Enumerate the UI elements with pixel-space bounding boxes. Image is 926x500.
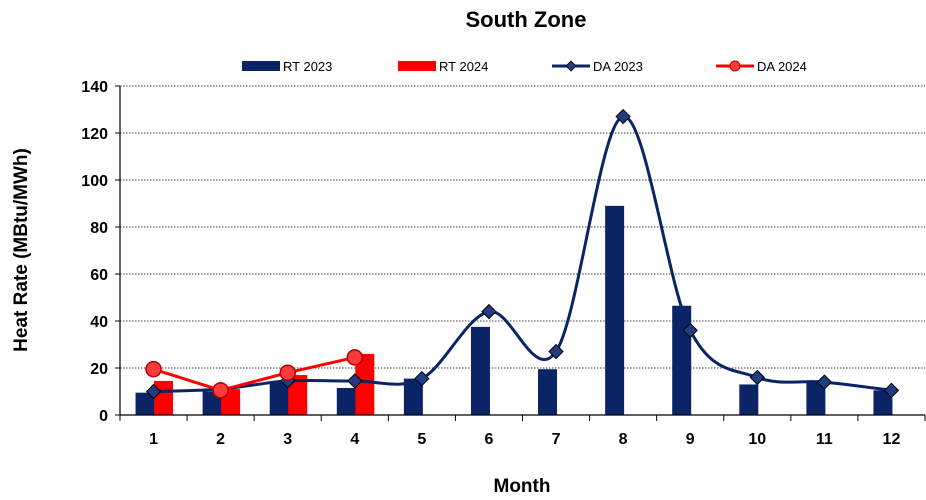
y-tick-label: 80: [90, 220, 108, 237]
marker-da-2024: [346, 349, 364, 366]
x-tick-label: 2: [216, 431, 225, 448]
y-tick-label: 100: [81, 173, 108, 190]
line-da-2023: [153, 115, 892, 393]
marker-da-2023: [145, 383, 162, 400]
bar-rt-2024: [154, 380, 174, 415]
line-da-2024: [153, 355, 356, 392]
y-tick-label: 40: [90, 314, 108, 331]
legend-swatch-rt-2023: [242, 61, 280, 71]
marker-da-2024: [279, 364, 296, 381]
marker-da-2023: [347, 373, 363, 389]
marker-da-2023: [548, 343, 564, 360]
x-tick-label: 7: [552, 431, 561, 448]
marker-da-2024: [145, 360, 162, 378]
x-tick-label: 6: [485, 431, 494, 448]
x-tick-label: 9: [686, 431, 695, 448]
marker-da-2024: [212, 382, 229, 399]
legend-swatch-rt-2024: [398, 61, 436, 71]
chart-title: South Zone: [466, 7, 587, 32]
x-axis-label: Month: [494, 476, 551, 497]
bar-rt-2024: [288, 375, 308, 415]
marker-da-2023: [481, 303, 497, 320]
bars: [135, 205, 893, 415]
bar-rt-2023: [739, 384, 759, 415]
bar-rt-2023: [806, 382, 826, 415]
marker-da-2023: [749, 369, 765, 386]
x-tick-label: 11: [816, 431, 833, 448]
bar-rt-2023: [336, 387, 356, 415]
marker-da-2023: [414, 370, 430, 387]
bar-rt-2023: [605, 205, 625, 415]
legend-marker-da-2023: [565, 60, 577, 72]
bar-rt-2023: [470, 326, 490, 415]
x-tick-label: 4: [350, 431, 359, 448]
y-tick-label: 140: [81, 79, 108, 96]
gridlines: [120, 85, 925, 369]
x-tick-label: 12: [883, 431, 901, 448]
y-tick-label: 60: [90, 267, 108, 284]
x-tick-label: 5: [417, 431, 426, 448]
marker-da-2023: [883, 382, 900, 399]
lines: [145, 108, 900, 400]
legend-label-da-2024: DA 2024: [757, 59, 807, 74]
x-tick-label: 3: [283, 431, 292, 448]
legend-label-rt-2023: RT 2023: [283, 59, 332, 74]
x-tick-label: 8: [619, 431, 628, 448]
bar-rt-2023: [672, 305, 692, 415]
legend-label-da-2023: DA 2023: [593, 59, 643, 74]
bar-rt-2023: [538, 369, 558, 415]
x-tick-label: 10: [748, 431, 766, 448]
legend-marker-da-2024: [729, 60, 741, 72]
bar-rt-2023: [873, 390, 893, 415]
legend-label-rt-2024: RT 2024: [439, 59, 488, 74]
marker-da-2023: [816, 374, 833, 390]
x-tick-label: 1: [149, 431, 158, 448]
y-tick-label: 120: [81, 126, 108, 143]
y-axis-label: Heat Rate (MBtu/MWh): [11, 148, 32, 352]
bar-rt-2024: [355, 353, 375, 415]
bar-rt-2023: [403, 378, 423, 415]
legend: RT 2023 RT 2024 DA 2023 DA 2024: [242, 59, 807, 74]
marker-da-2023: [615, 108, 631, 125]
bar-rt-2023: [135, 392, 155, 415]
marker-da-2023: [682, 322, 698, 339]
y-tick-label: 0: [99, 408, 108, 425]
bar-rt-2023: [269, 382, 289, 415]
y-tick-label: 20: [90, 361, 108, 378]
